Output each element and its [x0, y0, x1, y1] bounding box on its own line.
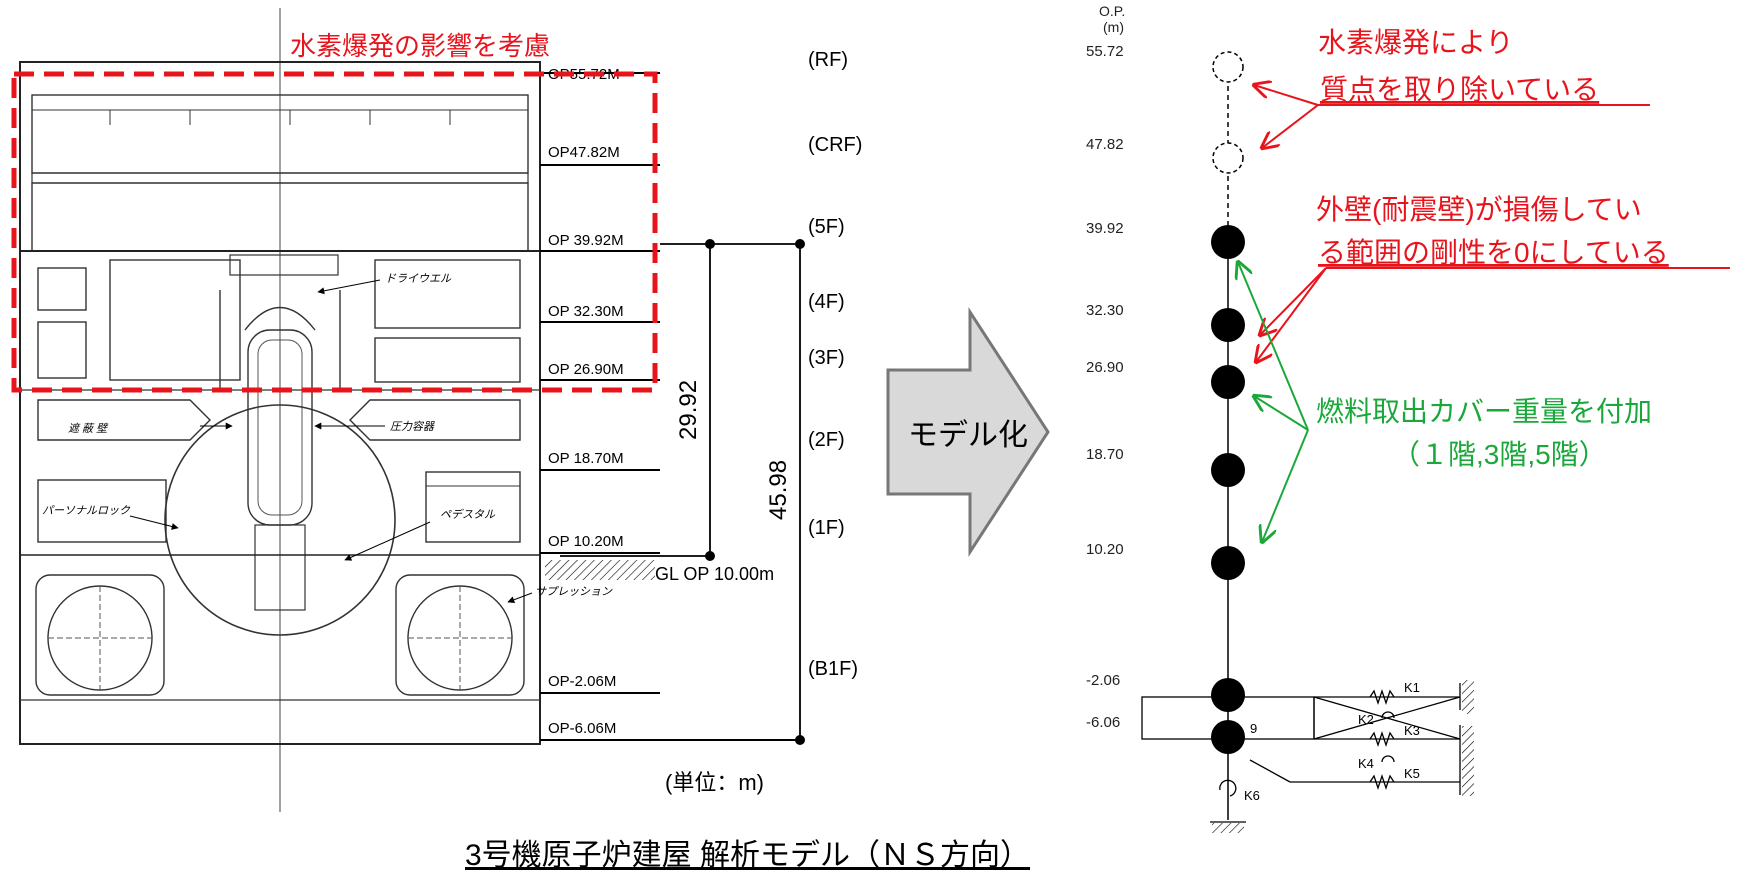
elevation-value: 10.20 [1086, 541, 1124, 558]
op-label: OP 39.92M [548, 232, 624, 249]
op-label: OP55.72M [548, 66, 620, 83]
cover-line2: （１階,3階,5階） [1392, 439, 1607, 470]
op-header: O.P. [1099, 3, 1125, 19]
elevation-value: 26.90 [1086, 359, 1124, 376]
unit-header: (m) [1103, 19, 1124, 35]
hydrogen-zone-box [11, 71, 658, 393]
elevation-value: 55.72 [1086, 43, 1124, 60]
floor-label: (5F) [808, 216, 845, 238]
component-callouts: ドライウエル 遮 蔽 壁 圧力容器 パーソナルロック ペデスタル サプレッション [42, 273, 613, 604]
personnel-lock-label: パーソナルロック [42, 505, 131, 517]
mass-node [1211, 308, 1245, 342]
elevation-value: 39.92 [1086, 220, 1124, 237]
modeling-arrow-label: モデル化 [908, 419, 1028, 452]
mass-node [1211, 225, 1245, 259]
mass-node [1211, 453, 1245, 487]
spring-k1: K1 [1404, 680, 1420, 695]
removed-line1: 水素爆発により [1318, 27, 1513, 58]
mass-node [1211, 365, 1245, 399]
elevation-values: 55.72 47.82 39.92 32.30 26.90 18.70 10.2… [1086, 43, 1124, 731]
stiffness-annotation: 外壁(耐震壁)が損傷してい る範囲の剛性を0にしている [1256, 194, 1730, 362]
mass-node [1211, 720, 1245, 754]
ground-level-label: GL OP 10.00m [655, 564, 774, 584]
hydrogen-zone-label: 水素爆発の影響を考慮 [290, 31, 550, 61]
op-label: OP 18.70M [548, 450, 624, 467]
removed-mass-node [1212, 51, 1244, 83]
spring-labels: K1 K2 K3 K4 K5 K6 9 [1244, 680, 1420, 803]
elevation-value: 32.30 [1086, 302, 1124, 319]
floor-label: (CRF) [808, 134, 862, 156]
spent-fuel-label: 遮 蔽 壁 [68, 422, 109, 435]
stick-model [1211, 51, 1245, 820]
figure-caption: 3号機原子炉建屋 解析モデル（ＮＳ方向） [465, 839, 1030, 872]
floor-label: (2F) [808, 429, 845, 451]
spring-k4: K4 [1358, 756, 1374, 771]
removed-line2: 質点を取り除いている [1320, 74, 1599, 105]
pedestal-label: ペデスタル [440, 508, 496, 521]
op-label: OP47.82M [548, 144, 620, 161]
ground-hatch [545, 560, 655, 580]
floor-label: (3F) [808, 347, 845, 369]
node-number: 9 [1250, 721, 1257, 736]
spring-k6: K6 [1244, 788, 1260, 803]
building-section [19, 8, 541, 812]
dimension-45-98: 45.98 [765, 460, 792, 520]
cover-weight-annotation: 燃料取出カバー重量を付加 （１階,3階,5階） [1238, 262, 1652, 542]
floor-label: (B1F) [808, 658, 858, 680]
op-label: OP 32.30M [548, 303, 624, 320]
unit-label: (単位：m) [665, 770, 764, 795]
spring-k2: K2 [1358, 712, 1374, 727]
drywell-label: ドライウエル [385, 273, 452, 285]
elevation-value: 18.70 [1086, 446, 1124, 463]
elevation-value: -6.06 [1086, 714, 1120, 731]
spring-k5: K5 [1404, 766, 1420, 781]
op-label: OP-6.06M [548, 720, 616, 737]
spring-k3: K3 [1404, 723, 1420, 738]
stiffness-line1: 外壁(耐震壁)が損傷してい [1316, 194, 1642, 225]
elevation-header: O.P. (m) [1099, 3, 1125, 35]
pressure-vessel-label: 圧力容器 [390, 420, 435, 433]
removed-mass-annotation: 水素爆発により 質点を取り除いている [1254, 27, 1650, 148]
removed-mass-node [1212, 142, 1244, 174]
cover-line1: 燃料取出カバー重量を付加 [1316, 396, 1652, 427]
dimension-lines [560, 243, 801, 740]
op-level-labels: OP55.72M OP47.82M OP 39.92M OP 32.30M OP… [548, 66, 624, 737]
op-label: OP 26.90M [548, 361, 624, 378]
op-label: OP-2.06M [548, 673, 616, 690]
stiffness-line2: る範囲の剛性を0にしている [1318, 237, 1669, 268]
suppression-label: サプレッション [535, 585, 613, 598]
base-springs [1141, 680, 1474, 833]
op-label: OP 10.20M [548, 533, 624, 550]
elevation-value: 47.82 [1086, 136, 1124, 153]
op-level-lines [540, 72, 800, 741]
floor-label: (1F) [808, 517, 845, 539]
mass-node [1211, 546, 1245, 580]
mass-node [1211, 678, 1245, 712]
dimension-dots [705, 239, 805, 745]
dimension-29-92: 29.92 [675, 380, 702, 440]
floor-label: (RF) [808, 49, 848, 71]
floor-label: (4F) [808, 291, 845, 313]
elevation-value: -2.06 [1086, 672, 1120, 689]
floor-labels: (RF) (CRF) (5F) (4F) (3F) (2F) (1F) (B1F… [808, 49, 862, 680]
modeling-arrow: モデル化 [886, 306, 1050, 558]
